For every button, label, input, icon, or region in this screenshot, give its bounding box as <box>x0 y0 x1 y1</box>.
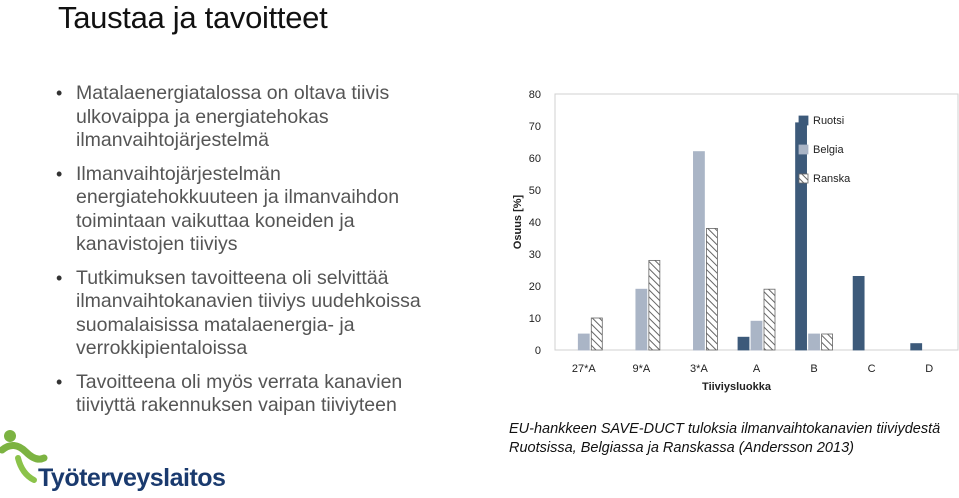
bar-ruotsi <box>910 343 923 351</box>
slide-title: Taustaa ja tavoitteet <box>58 0 328 35</box>
bullet-list: • Matalaenergiatalossa on oltava tiivis ul… <box>52 82 492 428</box>
y-tick-label: 10 <box>529 313 541 325</box>
x-tick-label: 3*A <box>690 363 708 375</box>
bullet-line: ilmanvaihtojärjestelmä <box>76 129 269 151</box>
bullet-line: ulkovaippa ja energiatehokas <box>76 105 329 128</box>
x-tick-label: 27*A <box>572 363 597 375</box>
bullet-line: suomalaisissa matalaenergia- ja <box>76 313 355 336</box>
bar-ranska <box>590 317 603 351</box>
legend-swatch <box>798 144 809 155</box>
bullet-line: energiatehokkuuteen ja ilmanvaihdon <box>76 186 400 208</box>
x-tick-label: D <box>925 363 933 375</box>
bullet-dot: • <box>56 267 63 288</box>
x-tick-label: 9*A <box>632 363 650 375</box>
caption-line: EU-hankkeen SAVE-DUCT tuloksia ilmanvaih… <box>509 421 941 437</box>
legend-label: Belgia <box>813 144 844 156</box>
bar-chart-svg: 0 10 20 30 40 50 60 70 80 Osuus [%] 27*A 9*A 3*A A B C D… <box>512 89 959 393</box>
bullet-item: • Tutkimuksen tavoitteena oli selvittää il… <box>52 267 492 361</box>
bar-belgia <box>635 288 648 351</box>
y-tick-label: 20 <box>529 281 541 293</box>
bar-belgia <box>577 333 590 351</box>
y-tick-label: 40 <box>529 217 541 229</box>
bullet-line: Tavoitteena oli myös verrata kanavien <box>76 370 403 393</box>
y-tick-label: 30 <box>529 249 541 261</box>
bar-belgia <box>693 151 705 351</box>
caption-line: Ruotsissa, Belgiassa ja Ranskassa (Ander… <box>509 440 854 456</box>
legend-label: Ranska <box>813 173 851 185</box>
bullet-dot: • <box>56 83 63 103</box>
bar-chart: 0 10 20 30 40 50 60 70 80 Osuus [%] 27*A 9*A 3*A A B C D… <box>495 80 959 400</box>
x-tick-label: B <box>810 363 817 375</box>
bullet-line: verrokkipientaloissa <box>76 337 248 359</box>
bar-belgia <box>808 333 820 351</box>
y-tick-label: 80 <box>529 89 541 101</box>
legend-swatch <box>798 173 809 184</box>
bar-ranska <box>763 288 776 351</box>
bar-ruotsi <box>795 122 807 351</box>
bullet-item: • Tavoitteena oli myös verrata kanavien ti… <box>52 371 492 418</box>
x-tick-label: C <box>868 363 876 375</box>
y-axis-label: Osuus [%] <box>512 194 524 249</box>
legend-swatch <box>798 115 809 126</box>
bar-belgia <box>750 320 763 351</box>
y-tick-label: 70 <box>529 121 541 133</box>
chart-caption: EU-hankkeen SAVE-DUCT tuloksia ilmanvaih… <box>509 420 959 458</box>
bar-ranska <box>706 227 718 351</box>
y-tick-label: 0 <box>535 345 541 357</box>
bullet-line: Matalaenergiatalossa on oltava tiivis <box>76 82 390 104</box>
bar-ruotsi <box>737 336 750 351</box>
bar-ruotsi <box>852 275 865 351</box>
bullet-line: tiiviyttä rakennuksen vaipan tiiviyteen <box>76 394 397 416</box>
bullet-dot: • <box>56 371 63 392</box>
plot-area <box>554 93 959 351</box>
bullet-item: • Matalaenergiatalossa on oltava tiivis ul… <box>52 82 492 153</box>
bullet-line: ilmanvaihtokanavien tiiviys uudehkoissa <box>76 290 421 312</box>
x-tick-label: A <box>753 363 761 375</box>
y-tick-label: 50 <box>529 185 541 197</box>
logo-text: Työterveyslaitos <box>38 464 226 492</box>
bar-ranska <box>648 259 661 351</box>
bullet-item: • Ilmanvaihtojärjestelmän energiatehokkuut… <box>52 163 492 257</box>
bullet-line: Ilmanvaihtojärjestelmän <box>76 162 281 185</box>
bar-ranska <box>821 333 833 351</box>
bullet-line: Tutkimuksen tavoitteena oli selvittää <box>76 266 389 289</box>
legend-label: Ruotsi <box>813 115 844 127</box>
x-axis-label: Tiiviysluokka <box>702 381 772 393</box>
y-tick-label: 60 <box>529 153 541 165</box>
bullet-dot: • <box>56 163 63 184</box>
logo-mark-icon <box>0 430 48 483</box>
bullet-line: toimintaan vaikuttaa koneiden ja <box>76 209 355 232</box>
bullet-line: kanavistojen tiiviys <box>76 233 238 255</box>
